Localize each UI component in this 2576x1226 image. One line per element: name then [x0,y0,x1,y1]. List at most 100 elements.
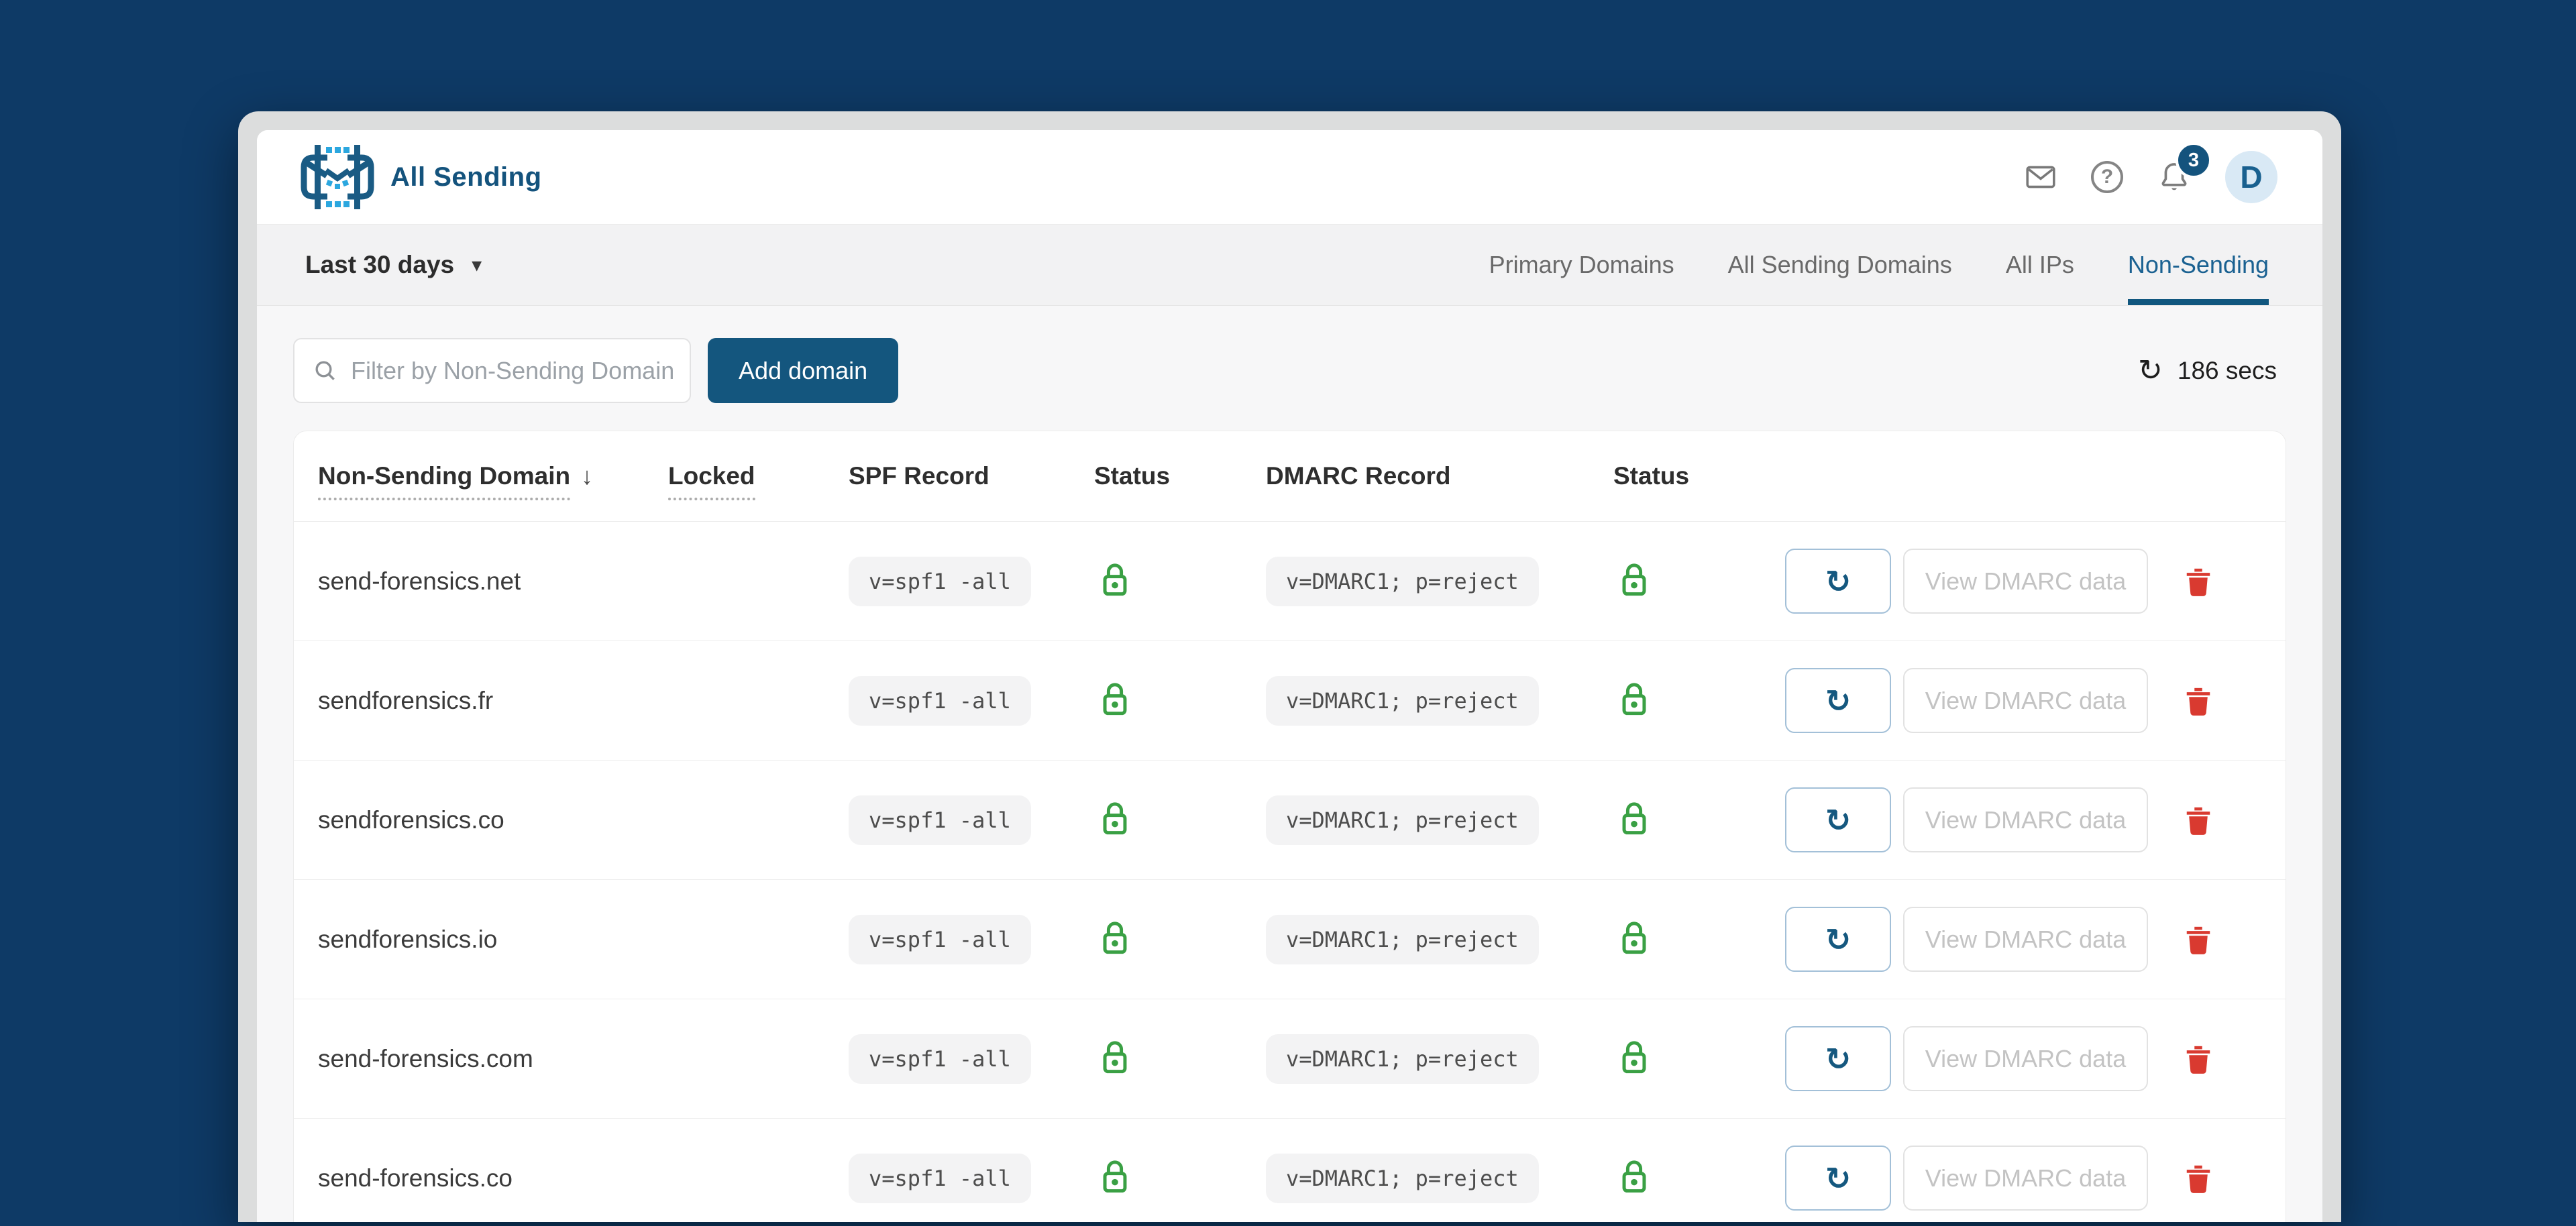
refresh-domain-button[interactable]: ↻ [1785,1026,1891,1091]
date-range-selector[interactable]: Last 30 days ▾ [305,225,482,305]
refresh-icon: ↻ [1825,801,1851,838]
delete-domain-button[interactable] [2183,565,2214,598]
dmarc-record-value: v=DMARC1; p=reject [1266,1153,1539,1203]
spf-record-value: v=spf1 -all [849,1034,1031,1084]
app-window-content: All Sending ? 3 D Last 30 days ▾ [257,130,2322,1222]
app-header: All Sending ? 3 D [257,130,2322,225]
refresh-icon: ↻ [1825,682,1851,719]
dmarc-lock-icon [1622,683,1646,716]
trash-icon [2186,568,2210,596]
column-header-locked[interactable]: Locked [668,462,849,500]
spf-record-value: v=spf1 -all [849,1153,1031,1203]
refresh-domain-button[interactable]: ↻ [1785,787,1891,852]
spf-lock-icon [1103,1041,1127,1074]
row-actions: ↻ View DMARC data [1772,549,2286,614]
tab-non-sending[interactable]: Non-Sending [2127,225,2269,305]
tab-primary-domains[interactable]: Primary Domains [1489,251,1674,278]
delete-domain-button[interactable] [2183,684,2214,718]
search-box [293,338,691,403]
add-domain-button[interactable]: Add domain [708,338,899,403]
column-header-domain[interactable]: Non-Sending Domain ↓ [294,462,668,500]
dmarc-record-value: v=DMARC1; p=reject [1266,795,1539,845]
refresh-domain-button[interactable]: ↻ [1785,907,1891,972]
page-title: All Sending [390,162,542,192]
column-header-dmarc-status: Status [1613,462,1690,490]
refresh-icon[interactable]: ↻ [2138,353,2163,388]
spf-lock-icon [1103,683,1127,716]
tab-all-ips[interactable]: All IPs [2005,251,2074,278]
column-header-dmarc-record: DMARC Record [1266,462,1451,490]
notifications-bell-icon[interactable]: 3 [2157,142,2212,194]
column-header-spf-record: SPF Record [849,462,989,490]
table-row: send-forensics.com v=spf1 -all v=DMARC1;… [294,999,2286,1118]
spf-lock-icon [1103,1160,1127,1193]
notification-count-badge: 3 [2176,142,2212,178]
refresh-countdown-label: 186 secs [2177,356,2277,384]
table-header-row: Non-Sending Domain ↓ Locked SPF Record St… [294,431,2286,521]
filter-row: Add domain ↻ 186 secs [293,338,2286,403]
row-actions: ↻ View DMARC data [1772,787,2286,852]
view-dmarc-data-button[interactable]: View DMARC data [1903,1026,2148,1091]
table-row: sendforensics.co v=spf1 -all v=DMARC1; p… [294,760,2286,879]
tabs: Primary Domains All Sending Domains All … [1489,225,2269,305]
tab-all-sending-domains[interactable]: All Sending Domains [1727,251,1952,278]
spf-lock-icon [1103,922,1127,954]
user-avatar[interactable]: D [2225,151,2277,203]
dmarc-lock-icon [1622,922,1646,954]
spf-record-value: v=spf1 -all [849,675,1031,726]
refresh-icon: ↻ [1825,1160,1851,1196]
delete-domain-button[interactable] [2183,803,2214,837]
non-sending-domains-table: Non-Sending Domain ↓ Locked SPF Record St… [293,431,2286,1222]
date-range-label: Last 30 days [305,251,455,278]
refresh-countdown: ↻ 186 secs [2138,353,2286,388]
trash-icon [2186,807,2210,835]
tab-strip: Last 30 days ▾ Primary Domains All Sendi… [257,225,2322,306]
dmarc-record-value: v=DMARC1; p=reject [1266,914,1539,964]
search-icon [315,361,335,380]
help-icon[interactable]: ? [2091,161,2123,193]
refresh-domain-button[interactable]: ↻ [1785,668,1891,733]
trash-icon [2186,687,2210,716]
spf-record-value: v=spf1 -all [849,556,1031,606]
trash-icon [2186,1165,2210,1193]
delete-domain-button[interactable] [2183,923,2214,956]
view-dmarc-data-button[interactable]: View DMARC data [1903,907,2148,972]
spf-record-value: v=spf1 -all [849,914,1031,964]
domain-name: sendforensics.io [318,925,498,953]
app-window: All Sending ? 3 D Last 30 days ▾ [238,111,2341,1222]
page-content: Add domain ↻ 186 secs Non-Sending Domain… [257,306,2322,1222]
view-dmarc-data-button[interactable]: View DMARC data [1903,787,2148,852]
trash-icon [2186,1046,2210,1074]
domain-name: sendforensics.co [318,805,504,834]
row-actions: ↻ View DMARC data [1772,1146,2286,1211]
view-dmarc-data-button[interactable]: View DMARC data [1903,549,2148,614]
dmarc-lock-icon [1622,1160,1646,1193]
dmarc-record-value: v=DMARC1; p=reject [1266,675,1539,726]
delete-domain-button[interactable] [2183,1042,2214,1076]
refresh-icon: ↻ [1825,1040,1851,1077]
spf-lock-icon [1103,802,1127,835]
view-dmarc-data-button[interactable]: View DMARC data [1903,668,2148,733]
help-glyph: ? [2100,166,2114,188]
sort-descending-icon: ↓ [581,462,594,490]
refresh-domain-button[interactable]: ↻ [1785,549,1891,614]
mail-icon[interactable] [2024,160,2057,194]
sendforensics-logo-icon [301,145,374,209]
refresh-domain-button[interactable]: ↻ [1785,1146,1891,1211]
domain-name: sendforensics.fr [318,686,494,714]
table-body: send-forensics.net v=spf1 -all v=DMARC1;… [294,521,2286,1222]
filter-domain-input[interactable] [351,356,690,385]
refresh-icon: ↻ [1825,563,1851,600]
spf-record-value: v=spf1 -all [849,795,1031,845]
chevron-down-icon: ▾ [472,254,482,276]
column-header-spf-status: Status [1094,462,1171,490]
trash-icon [2186,926,2210,954]
dmarc-record-value: v=DMARC1; p=reject [1266,1034,1539,1084]
refresh-icon: ↻ [1825,921,1851,958]
table-row: send-forensics.net v=spf1 -all v=DMARC1;… [294,521,2286,640]
view-dmarc-data-button[interactable]: View DMARC data [1903,1146,2148,1211]
row-actions: ↻ View DMARC data [1772,1026,2286,1091]
dmarc-lock-icon [1622,563,1646,596]
delete-domain-button[interactable] [2183,1162,2214,1195]
